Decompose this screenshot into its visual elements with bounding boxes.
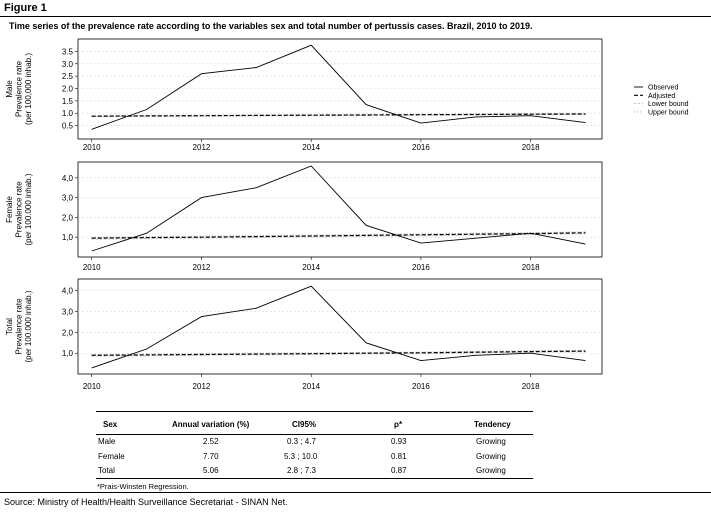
y-axis-label: TotalPrevalence rate(per 100.000 inhab.)	[5, 290, 33, 362]
charts-area: 0.5 1.0 1.5 2.0 2.5 3.0 3.5 2010 2012 2014 2016 201…	[5, 38, 689, 391]
y-axis-label-line: Female	[5, 196, 14, 223]
table-header-tendency: Tendency	[474, 420, 511, 429]
table-header-rho: ρ*	[394, 420, 403, 429]
y-tick-label: 3.5	[62, 47, 74, 56]
table-cell-ci95: 0.3 ; 4.7	[287, 437, 316, 446]
x-tick-label: 2012	[193, 143, 211, 152]
panel-frame	[77, 38, 603, 140]
y-axis-label-line: Male	[5, 80, 14, 98]
x-tick-label: 2018	[522, 143, 540, 152]
table-header-ci95: CI95%	[292, 420, 317, 429]
y-tick-label: 1,0	[62, 349, 74, 358]
table-header-annual-variation: Annual variation (%)	[172, 420, 250, 429]
x-tick-label: 2016	[412, 263, 430, 272]
y-tick-label: 3,0	[62, 307, 74, 316]
x-tick-label: 2014	[302, 263, 320, 272]
figure-caption: Time series of the prevalence rate accor…	[9, 21, 533, 31]
table-cell-rho: 0.87	[391, 466, 407, 475]
bottom-rule	[0, 492, 711, 493]
y-axis-label-line: (per 100,000 inhab.)	[24, 53, 33, 125]
series-line-observed	[91, 44, 586, 130]
table-header-sex: Sex	[103, 420, 118, 429]
legend-label: Lower bound	[648, 101, 689, 108]
y-tick-label: 3.0	[62, 60, 74, 69]
table-cell-tendency: Growing	[476, 452, 506, 461]
table-bottom-rule	[96, 478, 533, 479]
series-line-adjusted	[91, 113, 586, 117]
y-axis-label-line: Prevalence rate	[15, 60, 24, 117]
y-axis-label: MalePrevalence rate(per 100,000 inhab.)	[5, 53, 33, 125]
table-cell-sex: Female	[98, 452, 125, 461]
x-tick-label: 2014	[302, 143, 320, 152]
y-axis-label-line: Prevalence rate	[15, 298, 24, 355]
y-tick-label: 1.5	[62, 97, 74, 106]
y-tick-label: 1,0	[62, 233, 74, 242]
figure-label: Figure 1	[4, 2, 47, 14]
table-cell-annual-variation: 5.06	[203, 466, 219, 475]
table-cell-ci95: 5.3 ; 10.0	[284, 452, 318, 461]
y-axis-label-line: Prevalence rate	[15, 181, 24, 238]
y-tick-label: 1.0	[62, 109, 74, 118]
table-cell-rho: 0.93	[391, 437, 407, 446]
y-tick-label: 2,0	[62, 213, 74, 222]
y-tick-label: 2,0	[62, 328, 74, 337]
table-cell-tendency: Growing	[476, 466, 506, 475]
series-line-adjusted	[91, 350, 586, 356]
series-line-upper-bound	[91, 231, 586, 238]
y-tick-label: 2.0	[62, 85, 74, 94]
y-tick-label: 3,0	[62, 194, 74, 203]
y-tick-label: 2.5	[62, 72, 74, 81]
x-tick-label: 2010	[83, 143, 101, 152]
y-axis-label-line: (per 100.000 inhab.)	[24, 290, 33, 362]
panel-2: 1,0 2,0 3,0 4,0 2010 2012 2014 2016 2018 TotalPre…	[5, 278, 603, 391]
series-line-observed	[91, 285, 586, 369]
x-tick-label: 2016	[412, 382, 430, 391]
y-axis-label-line: (per 100.000 inhab.)	[24, 173, 33, 245]
legend-label: Observed	[648, 85, 678, 92]
table-cell-sex: Male	[98, 437, 116, 446]
series-line-observed	[91, 165, 586, 252]
x-tick-label: 2014	[302, 382, 320, 391]
panel-frame	[77, 161, 603, 258]
table-top-rule	[96, 411, 533, 412]
x-tick-label: 2018	[522, 382, 540, 391]
x-tick-label: 2012	[193, 263, 211, 272]
legend-label: Upper bound	[648, 109, 689, 116]
series-line-adjusted	[91, 232, 586, 239]
x-tick-label: 2010	[83, 263, 101, 272]
top-rule	[0, 16, 711, 17]
panel-0: 0.5 1.0 1.5 2.0 2.5 3.0 3.5 2010 2012 2014 2016 201…	[5, 38, 603, 152]
table-footnote: *Prais-Winsten Regression.	[97, 482, 189, 491]
x-tick-label: 2016	[412, 143, 430, 152]
panel-frame	[77, 278, 603, 375]
source-note: Source: Ministry of Health/Health Survei…	[4, 497, 288, 507]
table-cell-ci95: 2.8 ; 7.3	[287, 466, 316, 475]
series-line-upper-bound	[91, 349, 586, 355]
y-axis-label-line: Total	[5, 318, 14, 335]
legend-label: Adjusted	[648, 93, 675, 100]
table-cell-sex: Total	[98, 466, 115, 475]
y-tick-label: 4,0	[62, 174, 74, 183]
x-tick-label: 2010	[83, 382, 101, 391]
x-tick-label: 2012	[193, 382, 211, 391]
table-cell-tendency: Growing	[476, 437, 506, 446]
y-tick-label: 4,0	[62, 286, 74, 295]
table-header-rule	[96, 434, 533, 435]
table-cell-annual-variation: 2.52	[203, 437, 219, 446]
table-cell-rho: 0.81	[391, 452, 407, 461]
y-tick-label: 0.5	[62, 122, 74, 131]
y-axis-label: FemalePrevalence rate(per 100.000 inhab.…	[5, 173, 33, 245]
panel-1: 1,0 2,0 3,0 4,0 2010 2012 2014 2016 2018 FemalePr…	[5, 161, 603, 272]
x-tick-label: 2018	[522, 263, 540, 272]
table-cell-annual-variation: 7.70	[203, 452, 219, 461]
